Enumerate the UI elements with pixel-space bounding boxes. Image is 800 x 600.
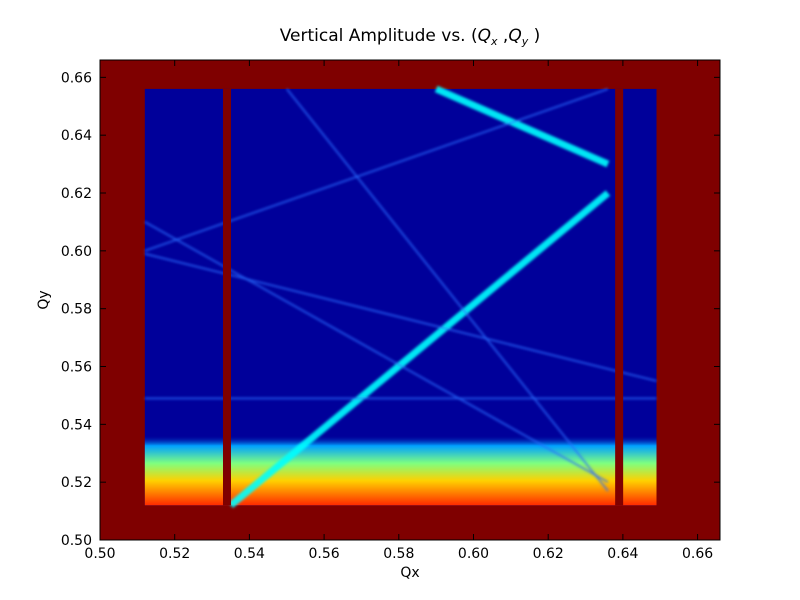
saturated-columns <box>222 88 624 506</box>
y-axis-label: Qy <box>36 290 52 309</box>
resonance-line <box>144 87 609 252</box>
y-tick-label: 0.66 <box>61 70 92 86</box>
x-tick-label: 0.52 <box>159 546 190 562</box>
x-tick-label: 0.66 <box>682 546 713 562</box>
x-tick-label: 0.50 <box>84 546 115 562</box>
x-tick-label: 0.58 <box>383 546 414 562</box>
y-tick-label: 0.58 <box>61 302 92 318</box>
resonance-line <box>285 88 609 492</box>
x-axis-label: Qx <box>400 565 419 581</box>
x-tick-label: 0.60 <box>458 546 489 562</box>
y-tick-label: 0.64 <box>61 128 92 144</box>
x-tick-label: 0.62 <box>533 546 564 562</box>
y-axis: 0.50 0.52 0.54 0.56 0.58 0.60 0.62 0.64 0.66 <box>61 70 720 549</box>
saturated-column <box>222 88 231 506</box>
y-tick-label: 0.60 <box>61 244 92 260</box>
x-tick-label: 0.56 <box>309 546 340 562</box>
y-tick-label: 0.62 <box>61 186 92 202</box>
y-tick-label: 0.54 <box>61 417 92 433</box>
x-tick-label: 0.54 <box>234 546 265 562</box>
y-tick-label: 0.56 <box>61 360 92 376</box>
low-qy-unstable-band <box>144 435 657 506</box>
plot-frame <box>99 59 721 541</box>
x-tick-label: 0.64 <box>607 546 638 562</box>
resonance-line <box>144 221 609 484</box>
resonance-line <box>434 85 610 168</box>
chart-title: Vertical Amplitude vs. (Qx ,Qy ) <box>280 26 541 48</box>
resonance-line <box>228 190 611 508</box>
x-axis: 0.50 0.52 0.54 0.56 0.58 0.60 0.62 0.64 0.66 <box>84 60 713 562</box>
heatmap-plot-area <box>99 59 721 541</box>
y-tick-label: 0.52 <box>61 475 92 491</box>
saturated-column <box>615 88 624 506</box>
y-tick-label: 0.50 <box>61 533 92 549</box>
